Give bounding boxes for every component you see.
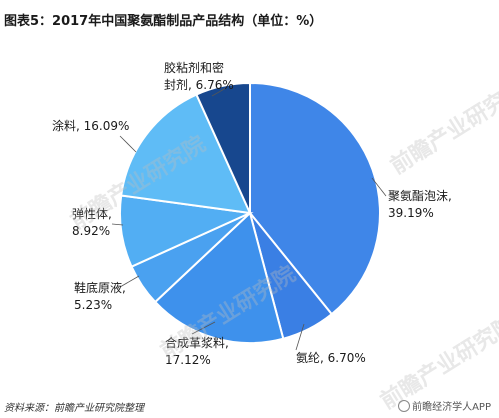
slice-label: 封剂, 6.76% bbox=[164, 77, 234, 92]
leader-line bbox=[295, 323, 305, 351]
slice-label: 涂料, 16.09% bbox=[52, 118, 129, 133]
brand-logo-icon bbox=[398, 400, 411, 412]
slice-label: 合成革浆料, bbox=[165, 335, 229, 350]
leader-line bbox=[211, 87, 227, 97]
leader-line bbox=[371, 177, 387, 197]
slice-label: 39.19% bbox=[388, 206, 434, 220]
pie-slice bbox=[153, 211, 285, 344]
leader-line bbox=[191, 321, 216, 335]
slice-label: 胶粘剂和密 bbox=[164, 60, 224, 75]
chart-title: 图表5：2017年中国聚氨酯制品产品结构（单位：%） bbox=[4, 14, 323, 29]
pie-slices bbox=[119, 81, 381, 344]
slice-label: 聚氨酯泡沫, bbox=[388, 189, 452, 203]
slice-label: 鞋底原液, bbox=[74, 280, 126, 295]
leader-line bbox=[119, 135, 137, 153]
leader-line bbox=[119, 275, 140, 288]
leader-lines bbox=[111, 87, 387, 351]
slice-label: 17.12% bbox=[165, 353, 211, 367]
brand-text: 前瞻经济学人APP bbox=[412, 402, 491, 413]
brand-credit: 前瞻经济学人APP bbox=[398, 398, 491, 413]
source-note: 资料来源：前瞻产业研究院整理 bbox=[4, 403, 144, 414]
pie-slice bbox=[249, 81, 381, 316]
slice-label: 5.23% bbox=[74, 298, 112, 312]
pie-slice bbox=[120, 93, 252, 215]
slice-label: 8.92% bbox=[72, 224, 110, 238]
slice-labels: 聚氨酯泡沫, 39.19% 氨纶, 6.70% 合成革浆料, 17.12% 鞋底原液, 5.… bbox=[52, 60, 452, 367]
slice-label: 氨纶, 6.70% bbox=[296, 351, 366, 365]
leader-line bbox=[111, 223, 124, 226]
pie-slice bbox=[195, 81, 251, 214]
slice-label: 弹性体, bbox=[72, 207, 112, 221]
